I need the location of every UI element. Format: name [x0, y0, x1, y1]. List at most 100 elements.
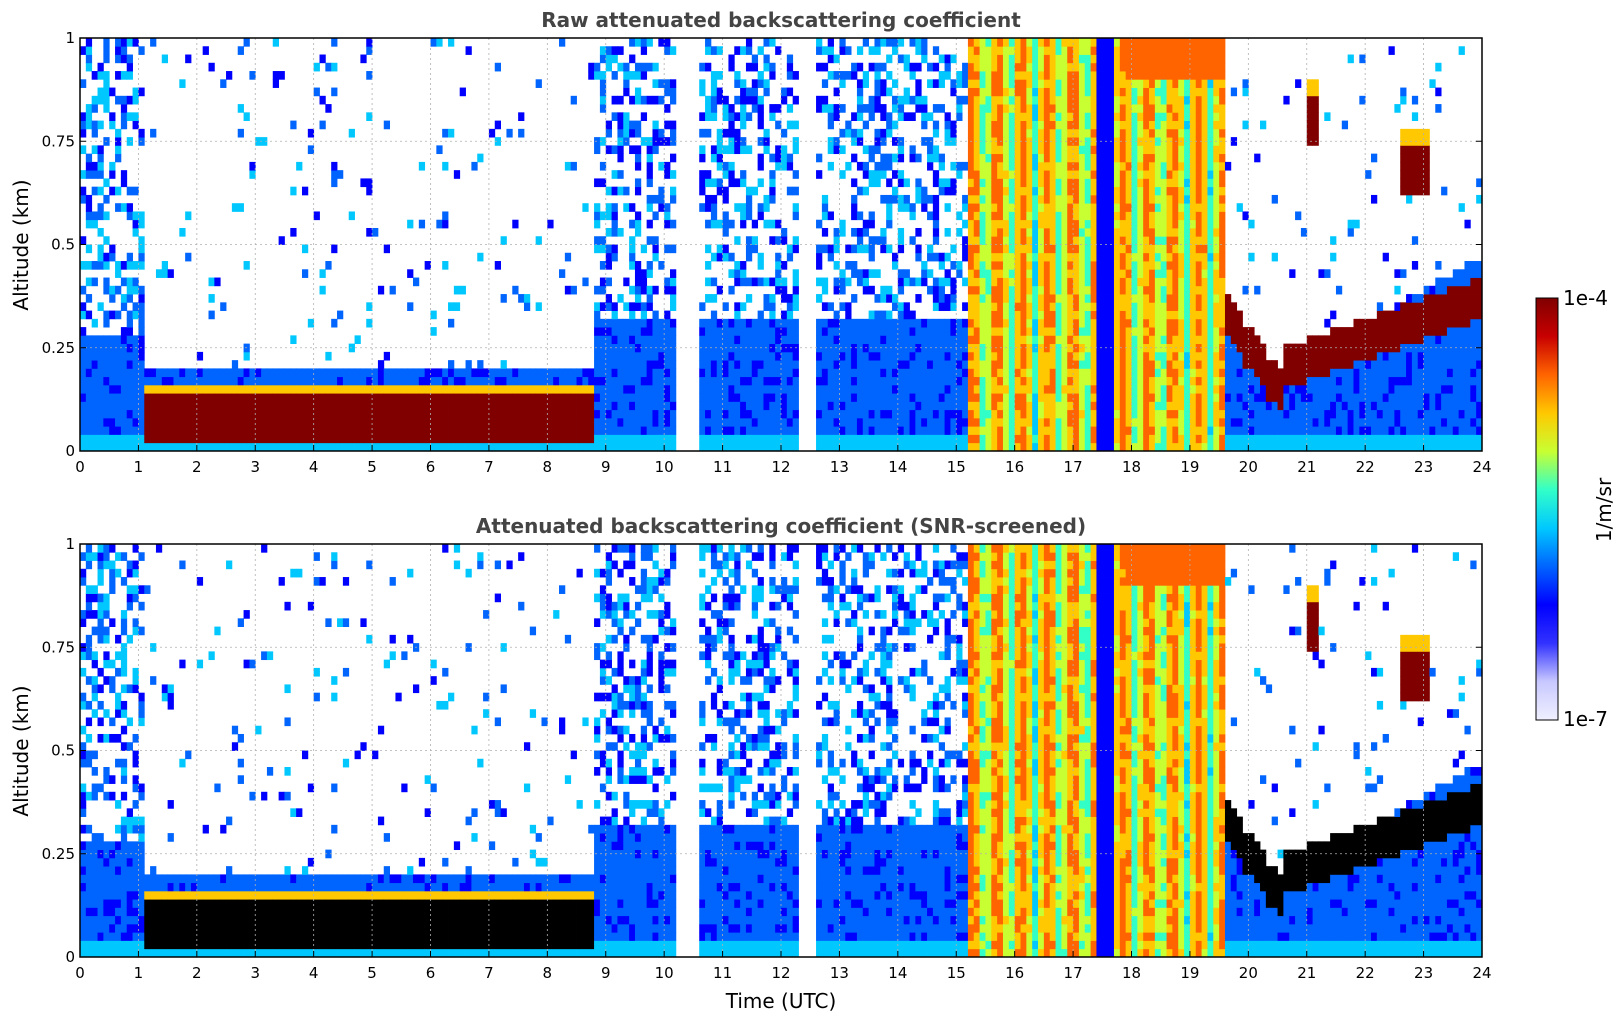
- heatmap-cell: [97, 417, 104, 427]
- heatmap-cell: [839, 335, 846, 345]
- heatmap-cell: [716, 46, 723, 55]
- heatmap-cell: [155, 409, 163, 419]
- heatmap-cell: [1119, 343, 1127, 353]
- heatmap-cell: [1067, 145, 1074, 155]
- heatmap-cell: [991, 186, 998, 196]
- heatmap-cell: [722, 194, 729, 204]
- heatmap-cell: [821, 409, 829, 419]
- heatmap-cell: [1125, 310, 1132, 320]
- heatmap-cell: [1043, 38, 1051, 47]
- heatmap-cell: [699, 302, 706, 311]
- heatmap-cell: [985, 153, 992, 163]
- heatmap-cell: [115, 310, 122, 320]
- heatmap-cell: [1113, 384, 1121, 394]
- heatmap-cell: [786, 327, 794, 336]
- heatmap-cell: [1108, 194, 1115, 204]
- heatmap-cell: [1073, 252, 1080, 262]
- heatmap-cell: [745, 46, 753, 55]
- heatmap-cell: [366, 302, 373, 311]
- heatmap-cell: [307, 442, 315, 452]
- heatmap-cell: [1026, 128, 1033, 138]
- heatmap-cell: [1084, 409, 1092, 419]
- heatmap-cell: [1038, 104, 1045, 113]
- heatmap-cell: [1067, 417, 1074, 427]
- heatmap-cell: [1102, 186, 1109, 196]
- heatmap-cell: [886, 318, 893, 328]
- heatmap-cell: [792, 302, 799, 311]
- heatmap-cell: [138, 285, 145, 295]
- heatmap-cell: [582, 277, 589, 287]
- heatmap-cell: [1166, 318, 1173, 328]
- heatmap-cell: [120, 277, 128, 287]
- heatmap-cell: [1061, 145, 1068, 155]
- heatmap-cell: [150, 417, 157, 427]
- heatmap-cell: [1049, 104, 1056, 113]
- heatmap-cell: [559, 384, 566, 394]
- heatmap-cell: [1026, 442, 1033, 452]
- heatmap-cell: [1061, 178, 1068, 188]
- heatmap-cell: [705, 393, 712, 402]
- heatmap-cell: [547, 384, 554, 394]
- heatmap-cell: [932, 393, 940, 402]
- heatmap-cell: [1032, 62, 1039, 72]
- heatmap-cell: [769, 393, 776, 402]
- heatmap-cell: [979, 426, 986, 435]
- heatmap-cell: [1026, 112, 1033, 121]
- heatmap-cell: [1084, 79, 1092, 88]
- heatmap-cell: [833, 384, 840, 394]
- heatmap-cell: [220, 368, 227, 378]
- heatmap-cell: [1026, 368, 1033, 378]
- heatmap-cell: [1026, 384, 1033, 394]
- heatmap-cell: [897, 227, 905, 237]
- heatmap-cell: [664, 409, 671, 419]
- heatmap-cell: [856, 335, 864, 345]
- heatmap-cell: [132, 120, 139, 130]
- heatmap-cell: [728, 384, 735, 394]
- heatmap-cell: [839, 71, 846, 80]
- heatmap-cell: [991, 417, 998, 427]
- heatmap-cell: [1067, 161, 1074, 171]
- heatmap-cell: [120, 376, 128, 386]
- heatmap-cell: [1038, 384, 1045, 394]
- heatmap-cell: [91, 376, 98, 386]
- heatmap-cell: [629, 327, 636, 336]
- heatmap-cell: [664, 211, 671, 221]
- heatmap-cell: [1189, 161, 1197, 171]
- heatmap-cell: [237, 46, 244, 55]
- heatmap-cell: [155, 426, 163, 435]
- heatmap-cell: [471, 442, 478, 452]
- heatmap-cell: [331, 384, 338, 394]
- heatmap-cell: [851, 112, 858, 121]
- heatmap-cell: [1084, 401, 1092, 411]
- heatmap-cell: [880, 417, 887, 427]
- heatmap-cell: [623, 426, 630, 435]
- heatmap-cell: [664, 161, 671, 171]
- heatmap-cell: [786, 393, 794, 402]
- heatmap-cell: [950, 434, 957, 444]
- heatmap-cell: [932, 79, 940, 88]
- heatmap-cell: [979, 120, 986, 130]
- heatmap-cell: [839, 417, 846, 427]
- heatmap-cell: [634, 161, 642, 171]
- heatmap-cell: [208, 409, 215, 419]
- heatmap-cell: [652, 426, 659, 435]
- heatmap-cell: [845, 318, 852, 328]
- heatmap-cell: [629, 384, 636, 394]
- heatmap-cell: [880, 79, 887, 88]
- heatmap-cell: [605, 409, 612, 419]
- heatmap-cell: [710, 360, 718, 369]
- heatmap-cell: [1020, 310, 1027, 320]
- heatmap-cell: [103, 384, 110, 394]
- heatmap-cell: [430, 393, 437, 402]
- heatmap-cell: [412, 401, 420, 411]
- heatmap-cell: [891, 368, 899, 378]
- heatmap-cell: [1014, 219, 1021, 229]
- heatmap-cell: [1102, 170, 1109, 179]
- heatmap-cell: [1160, 104, 1167, 113]
- heatmap-cell: [1119, 277, 1127, 287]
- heatmap-cell: [465, 384, 472, 394]
- heatmap-cell: [412, 376, 420, 386]
- raw-backscatter-panel: Raw attenuated backscattering coefficien…: [9, 8, 1492, 476]
- heatmap-cell: [1184, 442, 1191, 452]
- heatmap-cell: [722, 161, 729, 171]
